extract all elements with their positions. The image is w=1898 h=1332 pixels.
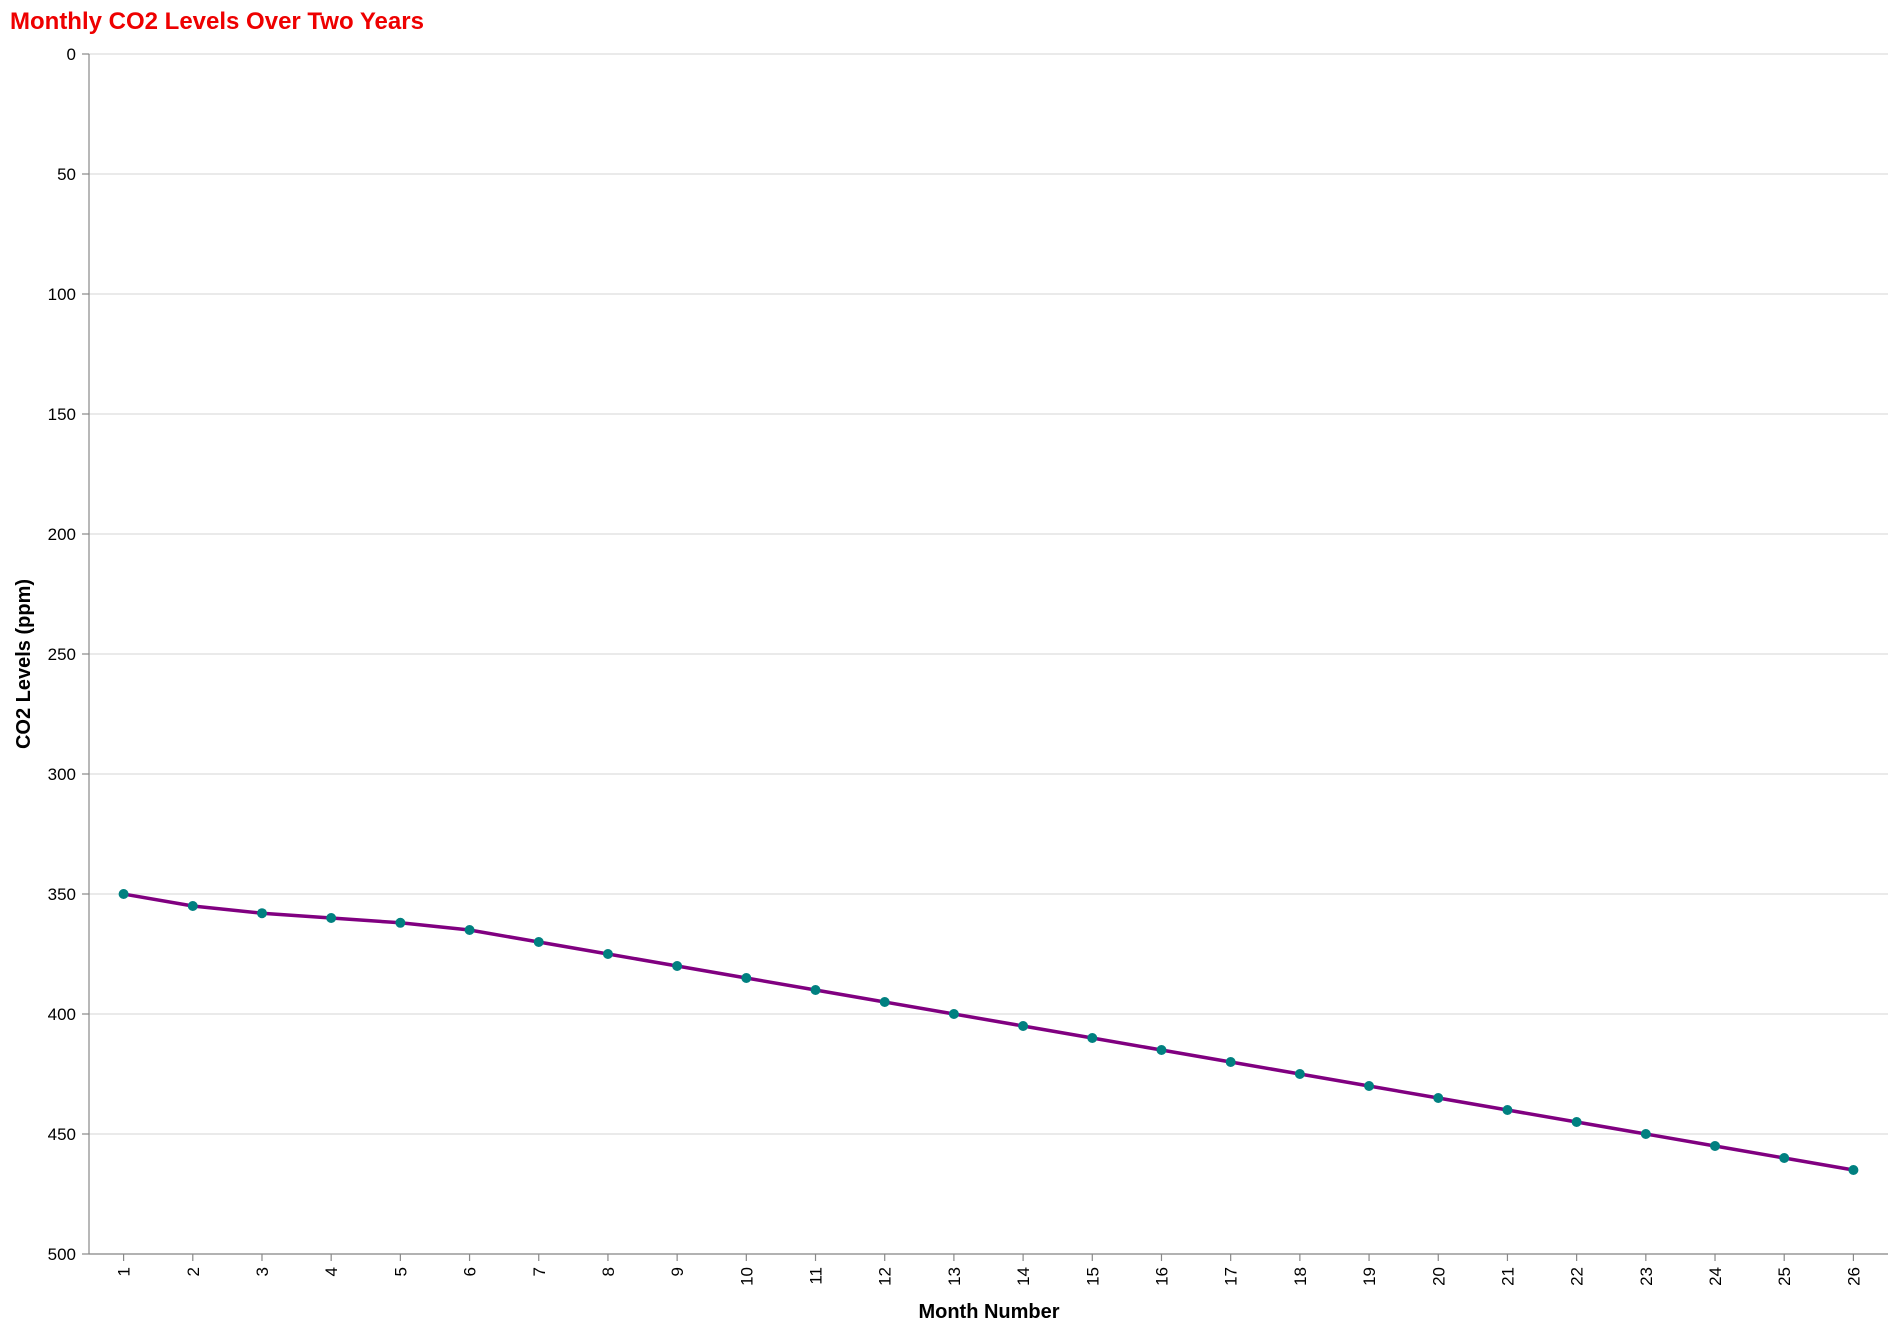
x-tick-label: 4 (322, 1267, 341, 1276)
x-tick-label: 15 (1083, 1267, 1102, 1286)
x-tick-label: 2 (184, 1267, 203, 1276)
data-point (533, 937, 544, 947)
y-tick-label: 200 (48, 525, 76, 544)
x-tick-label: 19 (1360, 1267, 1379, 1286)
data-point (1225, 1057, 1236, 1067)
y-tick-label: 450 (48, 1125, 76, 1144)
y-tick-label: 150 (48, 405, 76, 424)
y-tick-label: 400 (48, 1005, 76, 1024)
data-point (118, 889, 129, 899)
x-tick-label: 14 (1014, 1267, 1033, 1286)
x-tick-label: 7 (530, 1267, 549, 1276)
data-point (1502, 1105, 1513, 1115)
x-tick-label: 20 (1429, 1267, 1448, 1286)
data-point (672, 961, 683, 971)
x-tick-label: 8 (599, 1267, 618, 1276)
x-tick-label: 21 (1498, 1267, 1517, 1286)
x-tick-label: 16 (1152, 1267, 1171, 1286)
data-point (879, 997, 890, 1007)
data-point (1710, 1141, 1721, 1151)
y-tick-label: 100 (48, 285, 76, 304)
data-point (1848, 1165, 1859, 1175)
x-tick-label: 5 (391, 1267, 410, 1276)
y-tick-label: 250 (48, 645, 76, 664)
x-tick-label: 22 (1568, 1267, 1587, 1286)
x-tick-label: 13 (945, 1267, 964, 1286)
y-tick-label: 300 (48, 765, 76, 784)
x-tick-label: 26 (1844, 1267, 1863, 1286)
data-point (1087, 1033, 1098, 1043)
x-tick-label: 1 (115, 1267, 134, 1276)
x-axis-ticks: 1 2 3 4 5 6 7 8 9 10 11 12 13 14 15 16 17 18 19 20 21 22 23 24 2… (115, 1254, 1863, 1286)
y-axis-ticks: 0 50 100 150 200 250 300 350 400 450 500 (48, 45, 89, 1264)
x-tick-label: 9 (668, 1267, 687, 1276)
x-axis-title: Month Number (918, 1301, 1059, 1323)
x-tick-label: 18 (1291, 1267, 1310, 1286)
chart-title: Monthly CO2 Levels Over Two Years (10, 8, 424, 35)
data-point (810, 985, 821, 995)
x-tick-label: 3 (253, 1267, 272, 1276)
y-tick-label: 0 (67, 45, 76, 64)
data-point (464, 925, 475, 935)
data-point (395, 917, 406, 928)
x-tick-label: 10 (737, 1267, 756, 1286)
x-tick-label: 6 (461, 1267, 480, 1276)
data-point (1433, 1093, 1444, 1103)
data-point (256, 908, 267, 919)
data-point (1018, 1021, 1029, 1031)
x-tick-label: 17 (1222, 1267, 1241, 1286)
x-tick-label: 12 (876, 1267, 895, 1286)
y-tick-label: 50 (57, 165, 76, 184)
x-tick-label: 11 (807, 1267, 826, 1285)
data-point (948, 1009, 959, 1019)
data-point (1364, 1081, 1375, 1091)
series-layer (118, 889, 1859, 1175)
y-axis-title: CO2 Levels (ppm) (13, 579, 35, 749)
data-point (741, 973, 752, 983)
data-point (326, 913, 337, 923)
data-point (187, 901, 198, 911)
data-point (602, 949, 613, 959)
data-point (1640, 1129, 1651, 1139)
x-tick-label: 25 (1775, 1267, 1794, 1286)
x-tick-label: 24 (1706, 1267, 1725, 1286)
y-tick-label: 350 (48, 885, 76, 904)
data-point (1779, 1153, 1790, 1163)
grid-lines (89, 53, 1888, 1255)
data-point (1156, 1045, 1167, 1055)
y-tick-label: 500 (48, 1245, 76, 1264)
series-line (123, 892, 1854, 1172)
data-point (1294, 1069, 1305, 1079)
x-tick-label: 23 (1637, 1267, 1656, 1286)
data-point (1571, 1117, 1582, 1127)
